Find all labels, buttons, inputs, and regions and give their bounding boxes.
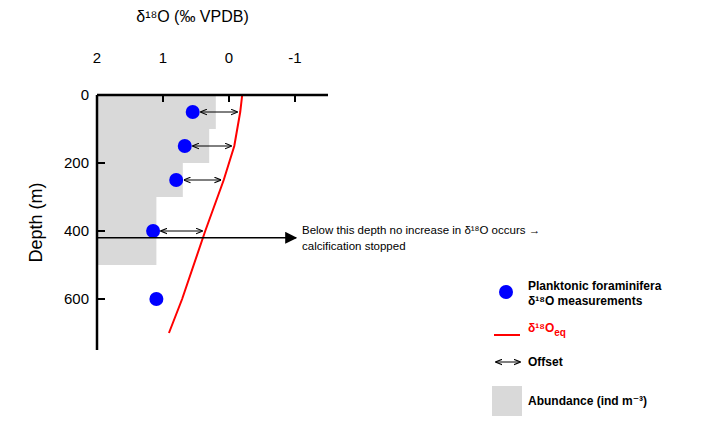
offset-arrow (184, 180, 221, 181)
abundance-bar (97, 129, 209, 163)
legend-label: Planktonic foraminiferaδ¹⁸O measurements (528, 279, 662, 308)
offset-arrow (193, 146, 232, 147)
measurement-point (149, 292, 163, 306)
y-tick (97, 298, 105, 300)
measurement-point (146, 224, 160, 238)
legend-line-swatch (494, 334, 520, 336)
measurement-point (178, 139, 192, 153)
title: δ¹⁸O (‰ VPDB) (136, 8, 249, 25)
offset-arrow (201, 112, 238, 113)
eq-line (169, 95, 242, 333)
x-tick-label: 0 (225, 49, 233, 66)
x-tick-label: 2 (93, 49, 101, 66)
plot-area (97, 95, 242, 333)
legend-subscript: eq (554, 327, 566, 338)
legend-abundance-swatch (492, 386, 522, 416)
y-tick-label: 200 (64, 154, 89, 171)
annotation-arrow (97, 237, 296, 239)
x-tick (294, 95, 296, 102)
abundance-bar (97, 163, 183, 197)
legend-text: δ¹⁸O (528, 321, 554, 335)
legend-marker (499, 285, 513, 299)
x-tick (162, 95, 164, 102)
y-tick (97, 162, 105, 164)
y-tick-label: 0 (81, 86, 89, 103)
legend-label: Abundance (ind m⁻³) (528, 394, 647, 408)
y-tick (97, 94, 105, 96)
measurement-point (186, 105, 200, 119)
legend-line: Planktonic foraminifera (528, 279, 662, 293)
y-tick-label: 600 (64, 290, 89, 307)
x-tick (96, 95, 98, 102)
annotation-text: calcification stopped (302, 240, 406, 252)
y-label: Depth (m) (26, 182, 46, 262)
x-tick (228, 95, 230, 102)
annotation-text: Below this depth no increase in δ¹⁸O occ… (302, 224, 540, 236)
x-axis (97, 94, 328, 97)
x-tick-label: 1 (159, 49, 167, 66)
chart: 2 1 0 -1 0 200 400 600 δ¹⁸O (‰ VPDB) Depth (m) Bel… (0, 0, 714, 437)
legend-offset-swatch (496, 362, 520, 363)
x-tick-label: -1 (288, 49, 301, 66)
y-tick-label: 400 (64, 222, 89, 239)
y-tick (97, 230, 105, 232)
legend-line: δ¹⁸O measurements (528, 294, 643, 308)
legend-label: Offset (528, 355, 563, 369)
legend-label: δ¹⁸Oeq (528, 321, 566, 338)
offset-arrow (161, 231, 202, 232)
y-axis (96, 95, 99, 350)
measurement-point (169, 173, 183, 187)
abundance-bar (97, 95, 216, 129)
